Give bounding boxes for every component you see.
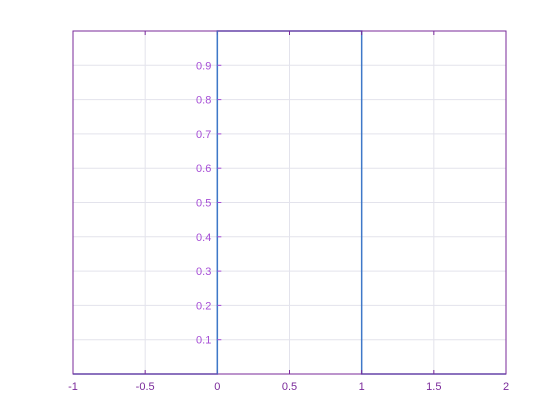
y-tick-label: 0.9 [196,60,211,72]
y-tick-label: 0.6 [196,163,211,175]
y-axis-ticks: 0.1 0.2 0.3 0.4 0.5 0.6 0.7 0.8 0.9 [196,31,222,374]
grid [73,31,506,374]
x-axis-ticks: -1 -0.5 0 0.5 1 1.5 2 [68,31,509,393]
y-tick-label: 0.4 [196,232,211,244]
y-tick-label: 0.5 [196,198,211,210]
y-tick-label: 0.2 [196,300,211,312]
x-tick-label: -0.5 [136,381,155,393]
y-tick-label: 0.3 [196,266,211,278]
x-tick-label: 1 [359,381,365,393]
y-tick-label: 0.7 [196,129,211,141]
y-tick-label: 0.1 [196,335,211,347]
y-tick-label: 0.8 [196,95,211,107]
x-tick-label: 2 [503,381,509,393]
x-tick-label: 0.5 [282,381,297,393]
x-tick-label: 1.5 [426,381,441,393]
x-tick-label: -1 [68,381,78,393]
x-tick-label: 0 [214,381,220,393]
